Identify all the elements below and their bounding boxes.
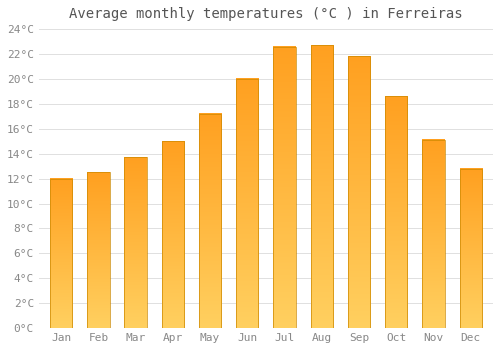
Bar bbox=[50, 178, 72, 328]
Bar bbox=[460, 169, 482, 328]
Bar bbox=[87, 173, 110, 328]
Bar bbox=[124, 158, 147, 328]
Bar bbox=[348, 56, 370, 328]
Bar bbox=[422, 140, 444, 328]
Bar bbox=[162, 141, 184, 328]
Bar bbox=[274, 47, 295, 328]
Bar bbox=[236, 79, 258, 328]
Title: Average monthly temperatures (°C ) in Ferreiras: Average monthly temperatures (°C ) in Fe… bbox=[69, 7, 462, 21]
Bar bbox=[310, 45, 333, 328]
Bar bbox=[199, 114, 222, 328]
Bar bbox=[385, 96, 407, 328]
